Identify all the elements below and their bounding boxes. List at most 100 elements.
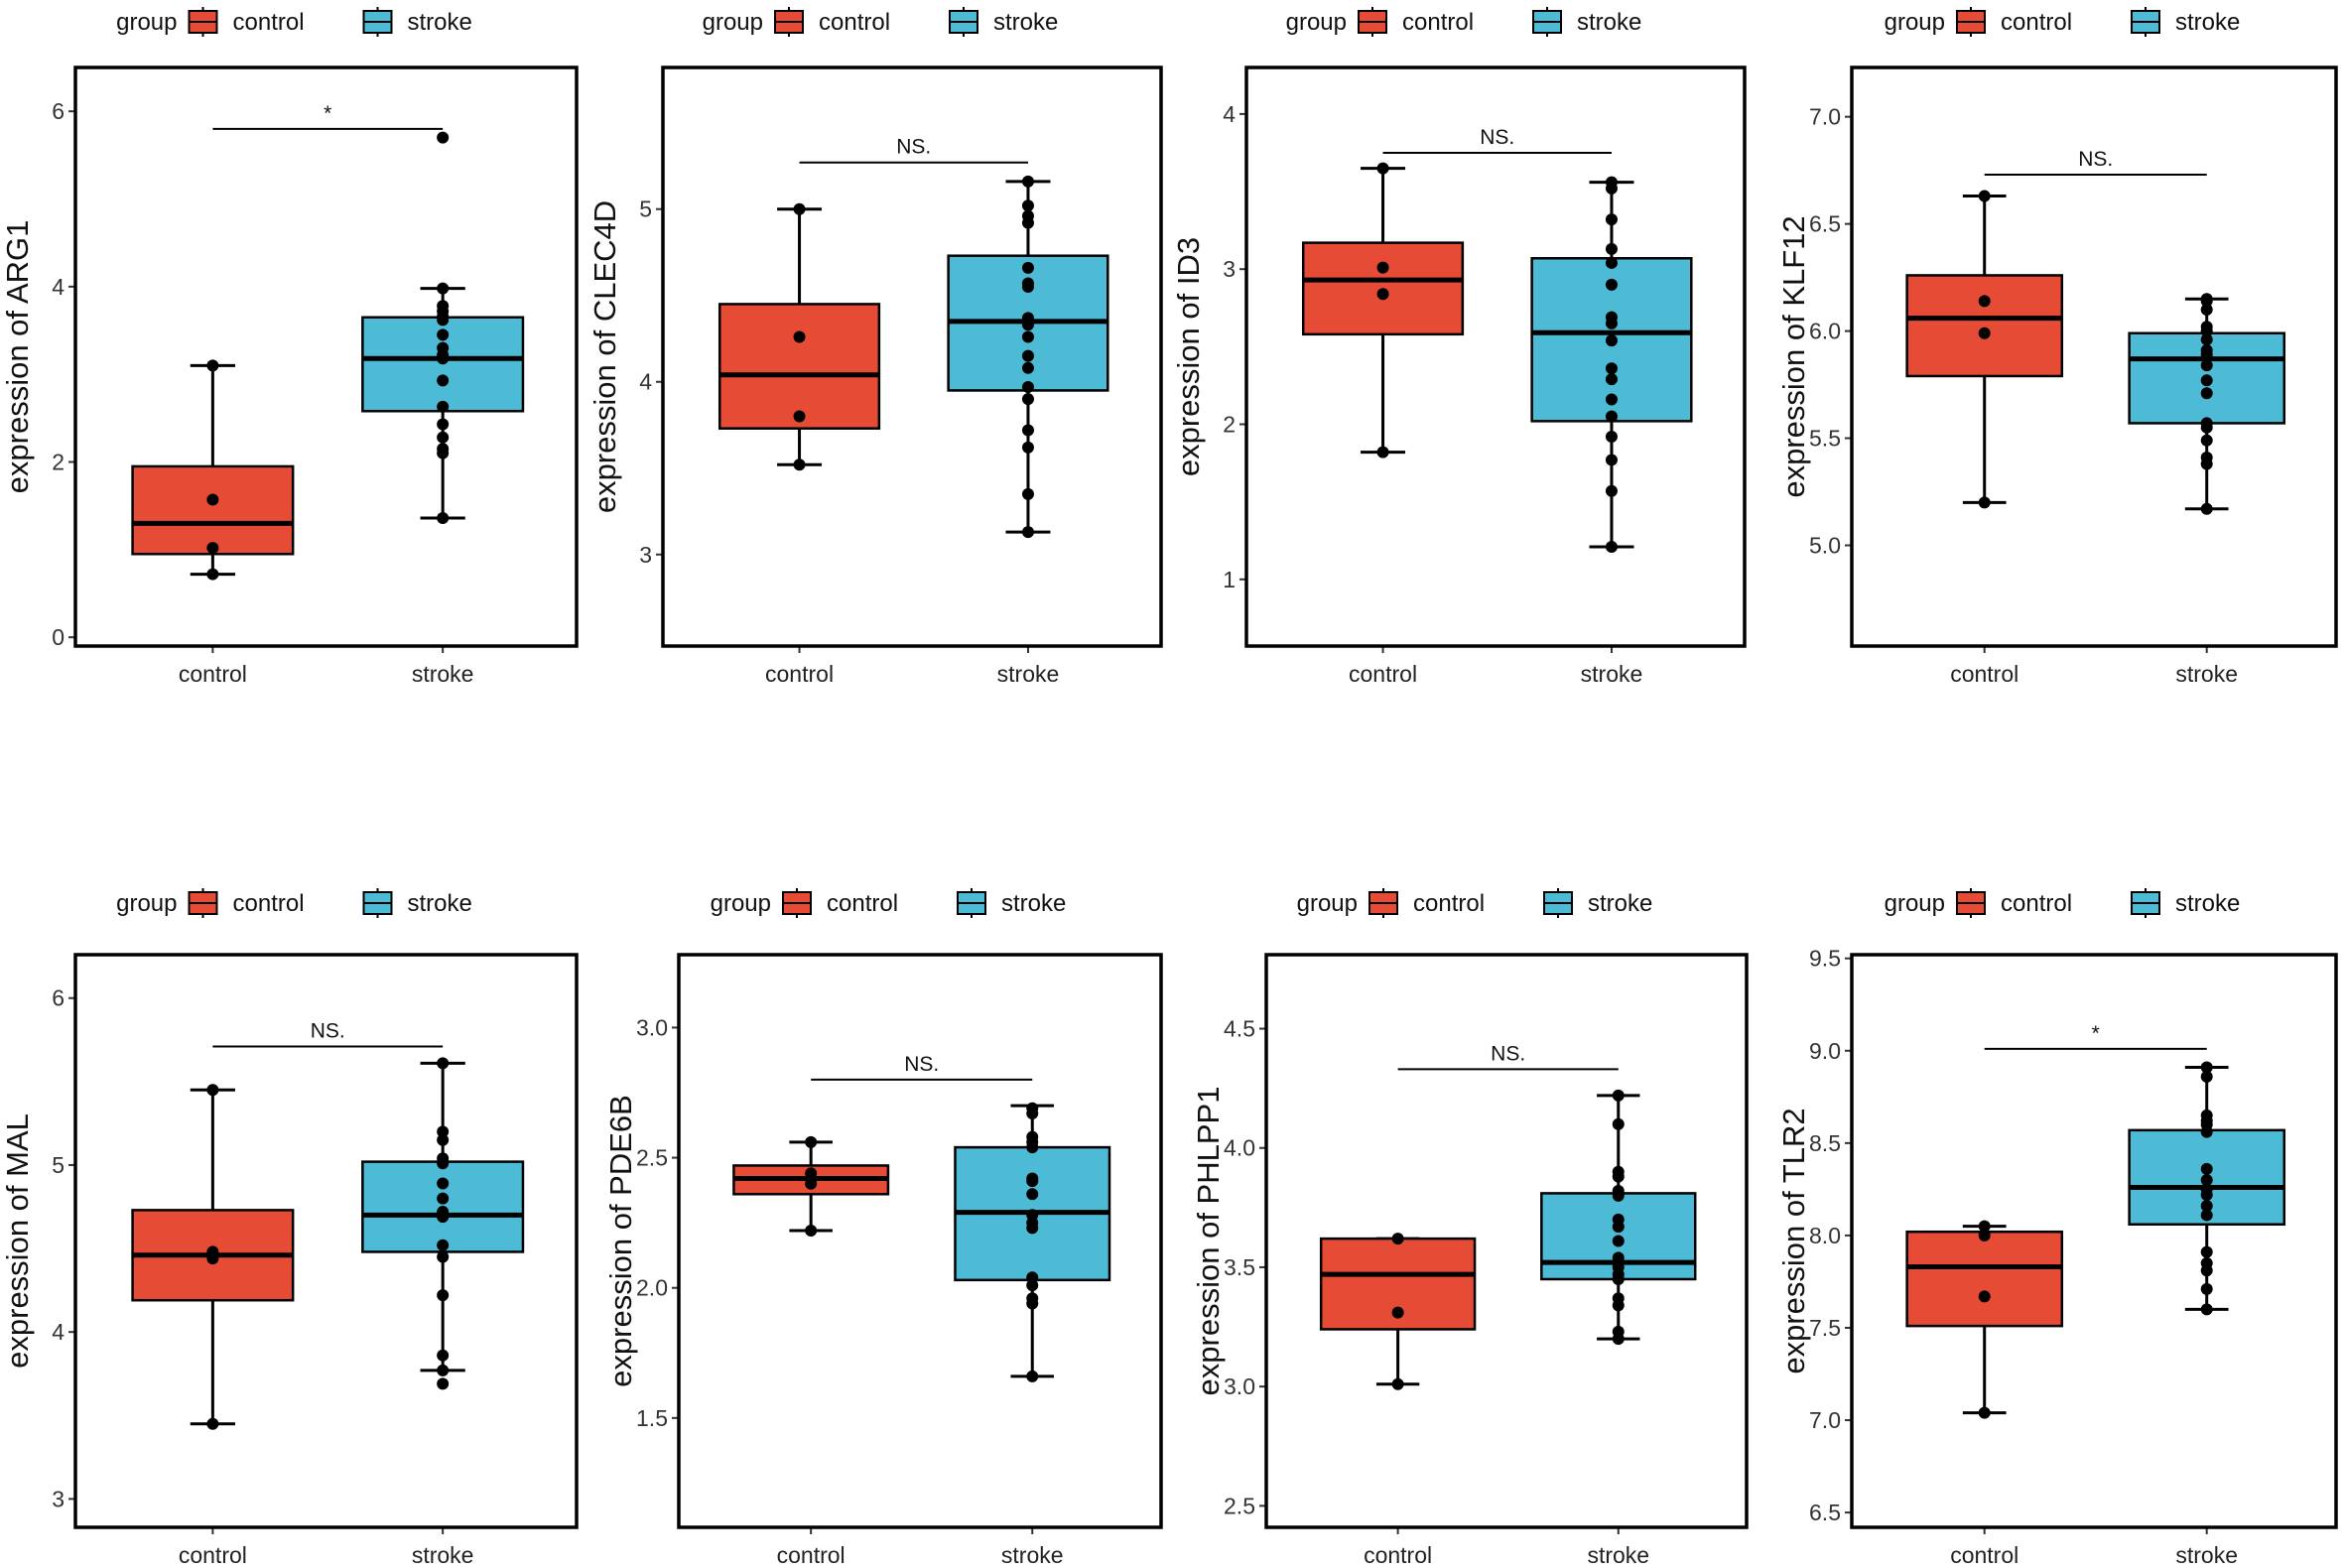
data-point	[1612, 1235, 1625, 1247]
legend-key-control	[188, 7, 218, 37]
y-tick-label: 5	[639, 196, 652, 222]
data-point	[437, 282, 450, 295]
y-tick-label: 4.0	[1224, 1135, 1255, 1161]
data-point	[2200, 387, 2213, 400]
x-tick-label-stroke: stroke	[1587, 1542, 1649, 1568]
panel-arg1: group control stroke expression of ARG1 0 2 4 6…	[0, 7, 579, 687]
data-point	[1978, 1406, 1991, 1419]
data-point	[437, 300, 450, 313]
data-point	[2200, 1209, 2213, 1222]
data-point	[1021, 330, 1034, 343]
data-point	[1612, 1213, 1625, 1226]
data-point	[437, 131, 450, 144]
box-stroke	[361, 1057, 525, 1390]
data-point	[1376, 261, 1389, 274]
legend-key-control	[774, 7, 804, 37]
legend-label-control: control	[2001, 9, 2072, 36]
data-point	[1021, 487, 1034, 500]
data-point	[2200, 321, 2213, 333]
y-tick-label: 0	[52, 624, 65, 650]
box-stroke	[2128, 1061, 2286, 1316]
legend-key-stroke	[1532, 7, 1562, 37]
data-point	[437, 1364, 450, 1376]
data-point	[1978, 1229, 1991, 1241]
y-tick-label: 2	[52, 450, 65, 475]
x-tick-label-control: control	[1364, 1542, 1432, 1568]
box-control	[131, 359, 295, 581]
panel-border	[1850, 953, 2338, 1529]
legend: group control stroke	[116, 888, 472, 918]
y-tick-label: 6.5	[1809, 211, 1841, 237]
data-point	[1605, 540, 1618, 553]
legend-key-stroke	[949, 7, 978, 37]
data-point	[1978, 1290, 1991, 1303]
x-tick-label-stroke: stroke	[2175, 1542, 2238, 1568]
data-point	[437, 418, 450, 431]
y-tick-label: 7.0	[1809, 104, 1841, 130]
data-point	[1021, 441, 1034, 454]
box-stroke	[2128, 293, 2286, 515]
x-tick-label-control: control	[179, 1542, 247, 1568]
legend-label-stroke: stroke	[993, 9, 1058, 36]
data-point	[1026, 1130, 1039, 1143]
x-tick-label-stroke: stroke	[997, 661, 1060, 687]
data-point	[1605, 373, 1618, 386]
box-control	[1319, 1233, 1477, 1390]
y-tick-label: 4	[639, 369, 652, 395]
data-point	[1605, 484, 1618, 497]
data-point	[1026, 1102, 1039, 1114]
data-point	[206, 1417, 219, 1430]
data-point	[805, 1167, 818, 1180]
y-tick-label: 2.5	[1224, 1493, 1255, 1518]
data-point	[2200, 1109, 2213, 1121]
data-point	[1021, 380, 1034, 393]
data-point	[437, 341, 450, 354]
data-point	[437, 1133, 450, 1146]
data-point	[437, 400, 450, 413]
y-tick-label: 1.5	[636, 1405, 668, 1431]
y-tick-label: 3	[639, 542, 652, 568]
legend-key-control	[188, 888, 218, 918]
data-point	[437, 431, 450, 444]
box-stroke	[954, 1102, 1111, 1382]
box-control	[1301, 162, 1465, 458]
significance-label: *	[2092, 1022, 2100, 1045]
x-tick-label-control: control	[765, 661, 834, 687]
data-point	[437, 1377, 450, 1390]
legend-label-control: control	[2001, 890, 2072, 917]
data-point	[1021, 209, 1034, 222]
legend-key-stroke	[362, 888, 393, 918]
box-control	[131, 1084, 295, 1430]
data-point	[1605, 430, 1618, 443]
y-tick-label: 5.0	[1809, 533, 1841, 559]
data-point	[1021, 393, 1034, 406]
legend-key-stroke	[362, 7, 393, 37]
y-axis-title: expression of PHLPP1	[1191, 1087, 1226, 1396]
legend: group control stroke	[703, 7, 1058, 37]
y-tick-label: 5.5	[1809, 426, 1841, 452]
significance-label: NS.	[1480, 126, 1514, 149]
data-point	[1605, 362, 1618, 375]
legend-title: group	[116, 890, 177, 917]
data-point	[2200, 303, 2213, 316]
data-point	[206, 359, 219, 372]
panel-klf12: group control stroke expression of KLF12 5.0…	[1776, 7, 2338, 687]
y-tick-label: 8.5	[1809, 1130, 1841, 1156]
legend-key-stroke	[2131, 7, 2160, 37]
data-point	[1376, 288, 1389, 301]
legend-title: group	[116, 9, 177, 36]
data-point	[2200, 1183, 2213, 1196]
legend-label-stroke: stroke	[1588, 890, 1652, 917]
y-tick-label: 1	[1223, 567, 1236, 592]
y-tick-label: 2.0	[636, 1275, 668, 1301]
box-stroke	[361, 131, 525, 525]
data-point	[2200, 1282, 2213, 1295]
data-point	[437, 1057, 450, 1070]
data-point	[1605, 393, 1618, 406]
legend-key-stroke	[1543, 888, 1573, 918]
data-point	[2200, 1256, 2213, 1269]
y-tick-label: 8.0	[1809, 1223, 1841, 1248]
y-axis-title: expression of ID3	[1171, 237, 1206, 476]
legend-label-stroke: stroke	[2175, 9, 2240, 36]
legend-label-stroke: stroke	[1001, 890, 1066, 917]
